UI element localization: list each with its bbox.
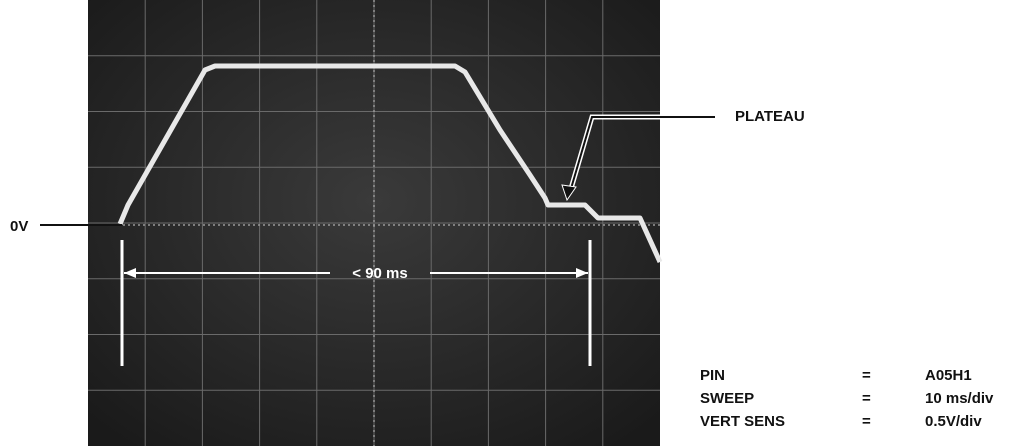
duration-label: < 90 ms (352, 265, 407, 282)
graticule (88, 0, 660, 446)
waveform-trace (117, 63, 663, 264)
settings-cell: PIN (700, 367, 725, 384)
settings-cell: = (862, 413, 871, 430)
settings-cell: VERT SENS (700, 413, 785, 430)
plateau-label: PLATEAU (735, 108, 805, 125)
plateau-pointer (569, 116, 715, 193)
arrowhead (124, 268, 136, 278)
settings-cell: A05H1 (925, 367, 972, 384)
arrowhead (561, 184, 577, 202)
settings-cell: 10 ms/div (925, 390, 994, 407)
arrowhead (576, 268, 588, 278)
settings-table: PIN = A05H1 SWEEP = 10 ms/div VERT SENS = 0.5V/d… (700, 367, 994, 430)
settings-cell: = (862, 390, 871, 407)
zero-volt-label: 0V (10, 218, 28, 235)
settings-cell: = (862, 367, 871, 384)
settings-cell: SWEEP (700, 390, 754, 407)
settings-cell: 0.5V/div (925, 413, 982, 430)
